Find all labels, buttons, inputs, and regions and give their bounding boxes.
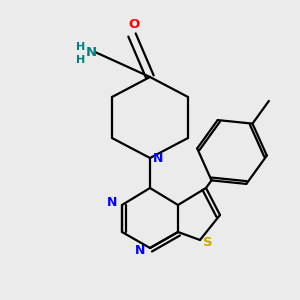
Text: O: O [128,19,140,32]
Text: N: N [153,152,163,164]
Text: H: H [76,42,85,52]
Text: N: N [85,46,97,59]
Text: N: N [107,196,117,209]
Text: H: H [76,55,85,65]
Text: S: S [203,236,213,248]
Text: N: N [135,244,145,256]
